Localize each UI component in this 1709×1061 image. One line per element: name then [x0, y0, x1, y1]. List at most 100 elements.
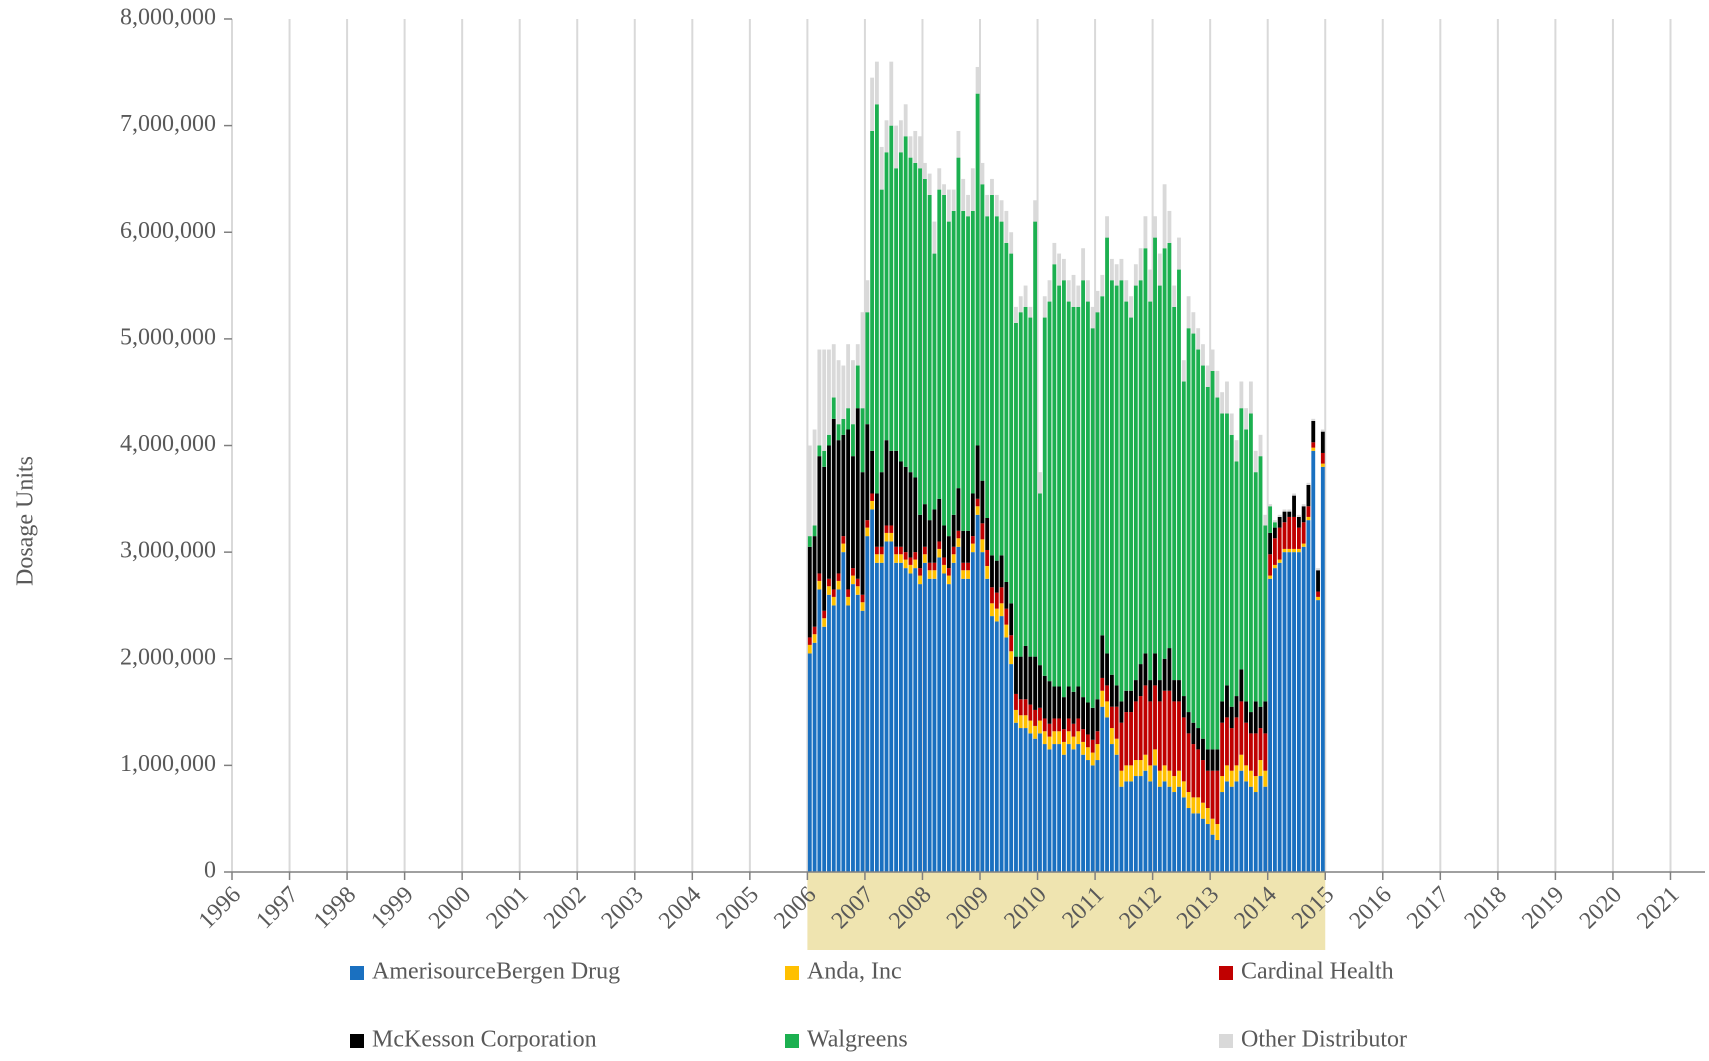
bar-segment [855, 365, 860, 409]
bar-segment [1157, 770, 1162, 787]
bar-segment [1028, 733, 1033, 872]
bar-segment [1263, 525, 1268, 702]
bar-segment [903, 568, 908, 872]
bar-segment [932, 253, 937, 510]
bar-segment [985, 565, 990, 579]
bar-segment [1244, 765, 1249, 782]
bar-segment [1277, 562, 1282, 872]
bar-segment [855, 586, 860, 595]
y-tick-label: 2,000,000 [120, 644, 216, 670]
bar-segment [1282, 511, 1287, 523]
bar-segment [1109, 744, 1114, 872]
bar-segment [1009, 664, 1014, 872]
bar-segment [1133, 701, 1138, 761]
bar-segment [1143, 248, 1148, 654]
bar-segment [1258, 728, 1263, 761]
bar-segment [898, 152, 903, 462]
bar-segment [1287, 511, 1292, 517]
bar-segment [1191, 744, 1196, 798]
bar-segment [994, 621, 999, 872]
bar-segment [1090, 707, 1095, 740]
bar-segment [1292, 493, 1296, 496]
bar-segment [1201, 738, 1205, 761]
x-tick-label: 2003 [597, 882, 649, 934]
bar-segment [1316, 600, 1320, 872]
bar-segment [1109, 706, 1114, 729]
bar-segment [898, 120, 903, 153]
bar-segment [855, 594, 860, 872]
bar-segment [884, 120, 889, 153]
bar-segment [1220, 701, 1225, 723]
bar-segment [1186, 808, 1191, 872]
bar-segment [865, 312, 870, 425]
bar-segment [841, 536, 846, 544]
bar-segment [807, 653, 812, 872]
bar-segment [1201, 802, 1205, 819]
bar-segment [1253, 450, 1258, 473]
bar-segment [1076, 306, 1081, 687]
bar-segment [1061, 729, 1066, 742]
bar-segment [1085, 734, 1090, 748]
bar-segment [1109, 258, 1114, 281]
bar-segment [841, 552, 846, 872]
bar-segment [1282, 552, 1287, 872]
bar-segment [1042, 718, 1047, 732]
bar-segment [1138, 776, 1143, 872]
bar-segment [1268, 578, 1273, 872]
bar-segment [980, 552, 985, 872]
bar-segment [831, 589, 836, 597]
bar-segment [1009, 253, 1014, 604]
bar-segment [812, 642, 817, 872]
bar-segment [1057, 285, 1062, 687]
bar-segment [946, 568, 951, 576]
bar-segment [1028, 656, 1033, 705]
bar-segment [894, 450, 899, 547]
bar-segment [908, 564, 913, 574]
bar-segment [1105, 701, 1109, 718]
bar-segment [975, 514, 980, 872]
bar-segment [1153, 653, 1157, 686]
bar-segment [1220, 413, 1225, 702]
bar-segment [1014, 709, 1018, 723]
bar-segment [1033, 221, 1038, 657]
bar-segment [1023, 285, 1028, 307]
bar-segment [1004, 242, 1009, 582]
bar-segment [1244, 722, 1249, 766]
bar-segment [1248, 733, 1253, 771]
y-axis-label: Dosage Units [13, 456, 39, 586]
bar-segment [1167, 648, 1172, 691]
bar-segment [1167, 690, 1172, 771]
bar-segment [1272, 522, 1277, 528]
bar-segment [1143, 653, 1148, 686]
bar-segment [956, 546, 961, 872]
bar-segment [1296, 514, 1301, 517]
bar-segment [1220, 792, 1225, 872]
bar-segment [1215, 824, 1220, 841]
bar-segment [1172, 680, 1177, 702]
bar-segment [1138, 664, 1143, 697]
x-tick-label: 2019 [1517, 882, 1569, 934]
bar-segment [1138, 696, 1143, 761]
bar-segment [903, 559, 908, 569]
bar-segment [1014, 306, 1018, 323]
legend-label: Anda, Inc [807, 959, 902, 985]
bar-segment [817, 349, 822, 446]
bar-segment [1258, 706, 1263, 729]
bar-segment [1157, 253, 1162, 286]
bar-segment [1196, 749, 1201, 798]
bar-segment [1234, 765, 1239, 782]
bar-segment [874, 61, 879, 105]
bar-segment [999, 616, 1004, 872]
bar-segment [1076, 686, 1081, 719]
legend-marker [350, 966, 364, 980]
bar-segment [1081, 729, 1086, 742]
bar-segment [966, 578, 970, 872]
bar-segment [1095, 312, 1100, 700]
bar-segment [1038, 720, 1042, 734]
bar-segment [1124, 712, 1129, 766]
bar-segment [894, 554, 899, 563]
bar-segment [1014, 693, 1018, 710]
bar-segment [1258, 760, 1263, 777]
bar-segment [1129, 317, 1133, 691]
bar-segment [851, 575, 855, 585]
